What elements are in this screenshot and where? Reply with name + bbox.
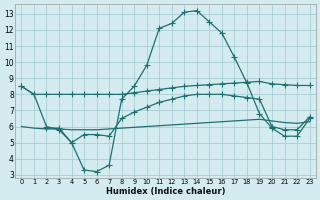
X-axis label: Humidex (Indice chaleur): Humidex (Indice chaleur) [106, 187, 225, 196]
